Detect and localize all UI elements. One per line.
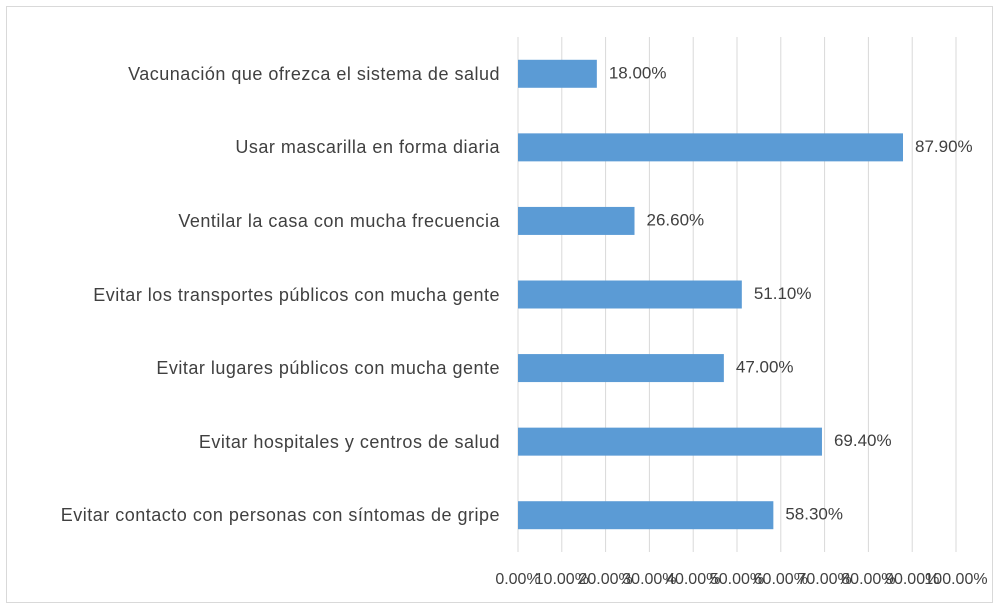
x-tick-label: 70.00% [797,571,851,588]
category-label-box: Evitar hospitales y centros de salud [30,407,500,477]
bar [518,427,822,456]
category-label-box: Evitar los transportes públicos con much… [30,260,500,330]
x-tick-label: 60.00% [754,571,808,588]
data-label: 58.30% [785,505,843,524]
x-tick-label: 0.00% [495,571,540,588]
bar [518,206,635,235]
x-tick-label: 100.00% [924,571,987,588]
x-tick-label: 30.00% [622,571,676,588]
y-tick-label: Vacunación que ofrezca el sistema de sal… [128,63,500,84]
data-label: 51.10% [754,284,812,303]
y-tick-label: Evitar los transportes públicos con much… [93,284,500,305]
x-tick-label: 90.00% [885,571,939,588]
data-label: 69.40% [834,431,892,450]
bar [518,133,904,162]
y-tick-label: Ventilar la casa con mucha frecuencia [178,210,500,231]
category-label-box: Vacunación que ofrezca el sistema de sal… [30,39,500,109]
data-label: 18.00% [609,63,667,82]
category-label-box: Evitar lugares públicos con mucha gente [30,333,500,403]
bar [518,280,742,309]
category-label-box: Ventilar la casa con mucha frecuencia [30,186,500,256]
bar [518,501,774,530]
y-tick-label: Evitar lugares públicos con mucha gente [156,358,500,379]
x-tick-label: 40.00% [666,571,720,588]
x-tick-label: 80.00% [841,571,895,588]
y-tick-label: Evitar contacto con personas con síntoma… [60,505,500,526]
data-label: 26.60% [647,210,705,229]
x-tick-label: 50.00% [710,571,764,588]
category-label-box: Usar mascarilla en forma diaria [30,112,500,182]
category-label-box: Evitar contacto con personas con síntoma… [30,480,500,550]
x-tick-label: 10.00% [535,571,589,588]
data-label: 47.00% [736,358,794,377]
x-tick-label: 20.00% [578,571,632,588]
chart-border [6,6,993,603]
bar [518,59,597,88]
y-tick-label: Usar mascarilla en forma diaria [235,137,500,158]
data-label: 87.90% [915,137,973,156]
bar [518,354,724,383]
y-tick-label: Evitar hospitales y centros de salud [198,431,500,452]
